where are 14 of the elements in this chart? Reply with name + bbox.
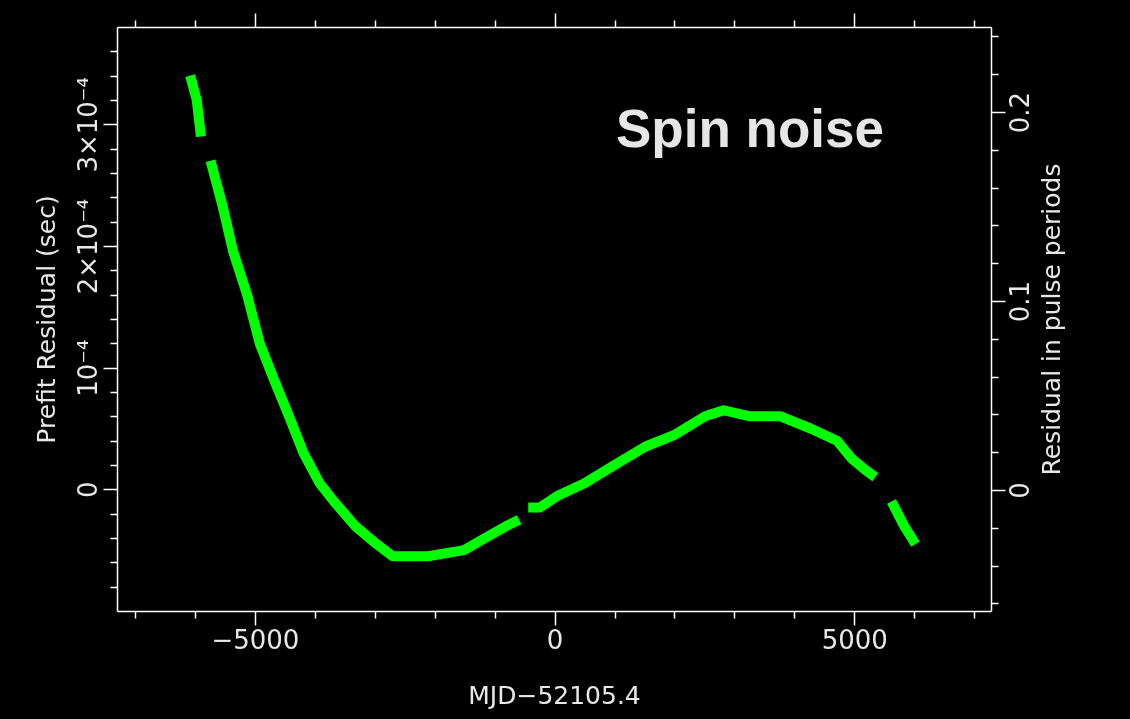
y-axis-title: Prefit Residual (sec) xyxy=(31,195,61,444)
x-tick-label: 0 xyxy=(546,624,564,655)
y-tick-label: 3×10⁻⁴ xyxy=(72,77,103,173)
y2-tick-label: 0.1 xyxy=(1004,280,1035,323)
text: Spin noise xyxy=(616,99,884,158)
y2-tick-label: 0 xyxy=(1004,482,1035,499)
x-tick-label: −5000 xyxy=(211,624,300,655)
y2-axis-title: Residual in pulse periods xyxy=(1036,163,1066,476)
x-axis-title: MJD−52105.4 xyxy=(468,680,641,710)
x-tick-label: 5000 xyxy=(821,624,888,655)
y-tick-label: 2×10⁻⁴ xyxy=(72,198,103,295)
y-tick-label: 0 xyxy=(72,481,103,499)
y-tick-label: 10⁻⁴ xyxy=(72,339,103,397)
y2-tick-label: 0.2 xyxy=(1004,91,1035,134)
